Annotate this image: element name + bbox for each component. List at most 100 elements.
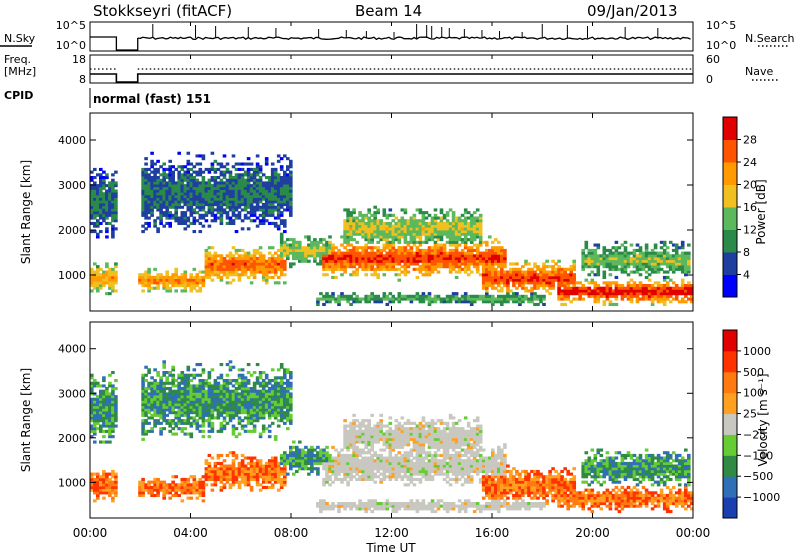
heatmap-cell	[96, 221, 100, 225]
heatmap-cell	[249, 194, 254, 198]
heatmap-cell	[292, 238, 296, 242]
heatmap-cell	[677, 267, 682, 271]
heatmap-cell	[358, 297, 362, 301]
heatmap-cell	[183, 197, 188, 201]
heatmap-cell	[231, 176, 236, 180]
heatmap-cell	[656, 251, 661, 255]
heatmap-cell	[382, 227, 387, 231]
heatmap-cell	[690, 294, 694, 298]
heatmap-cell	[99, 205, 103, 209]
heatmap-cell	[267, 270, 272, 274]
heatmap-cell	[243, 162, 248, 166]
heatmap-cell	[412, 227, 417, 231]
heatmap-cell	[237, 475, 242, 479]
heatmap-cell	[186, 419, 191, 423]
heatmap-cell	[186, 159, 191, 163]
heatmap-cell	[96, 384, 100, 388]
heatmap-cell	[246, 381, 251, 385]
heatmap-cell	[192, 400, 197, 404]
heatmap-cell	[361, 262, 365, 266]
heatmap-cell	[141, 178, 145, 182]
heatmap-cell	[105, 208, 109, 212]
heatmap-cell	[99, 184, 103, 188]
heatmap-cell	[240, 419, 245, 423]
heatmap-cell	[246, 419, 251, 423]
heatmap-cell	[587, 262, 592, 266]
heatmap-cell	[590, 251, 595, 255]
heatmap-cell	[255, 224, 260, 228]
heatmap-cell	[228, 397, 233, 401]
heatmap-cell	[524, 262, 528, 266]
heatmap-cell	[279, 213, 284, 217]
heatmap-cell	[213, 400, 218, 404]
heatmap-cell	[246, 480, 251, 484]
heatmap-cell	[346, 259, 350, 263]
heatmap-cell	[503, 265, 507, 269]
heatmap-cell	[515, 281, 519, 285]
heatmap-cell	[144, 270, 148, 274]
heatmap-cell	[96, 427, 100, 431]
heatmap-cell	[186, 488, 191, 492]
heatmap-cell	[192, 275, 197, 279]
heatmap-cell	[183, 373, 188, 377]
heatmap-cell	[252, 427, 257, 431]
heatmap-cell	[593, 284, 598, 288]
heatmap-cell	[421, 230, 426, 234]
heatmap-cell	[177, 221, 181, 225]
heatmap-cell	[469, 262, 474, 266]
heatmap-cell	[228, 216, 233, 220]
heatmap-cell	[93, 403, 97, 407]
heatmap-cell	[159, 381, 163, 385]
heatmap-cell	[228, 485, 233, 489]
heatmap-cell	[388, 297, 393, 301]
heatmap-cell	[213, 208, 218, 212]
heatmap-cell	[186, 278, 191, 282]
heatmap-cell	[189, 178, 194, 182]
heatmap-cell	[593, 251, 598, 255]
heatmap-cell	[518, 275, 522, 279]
heatmap-cell	[198, 480, 203, 484]
heatmap-cell	[500, 275, 504, 279]
heatmap-cell	[279, 257, 284, 261]
heatmap-cell	[228, 189, 233, 193]
heatmap-cell	[572, 281, 576, 285]
heatmap-cell	[114, 192, 118, 196]
heatmap-cell	[192, 278, 197, 282]
heatmap-cell	[96, 472, 100, 476]
heatmap-cell	[400, 251, 405, 255]
heatmap-cell	[162, 192, 166, 196]
heatmap-cell	[421, 300, 426, 304]
heatmap-cell	[93, 270, 97, 274]
heatmap-cell	[596, 243, 601, 247]
heatmap-cell	[659, 289, 664, 293]
heatmap-cell	[231, 403, 236, 407]
heatmap-cell	[400, 221, 405, 225]
heatmap-cell	[659, 246, 664, 250]
heatmap-cell	[421, 262, 426, 266]
heatmap-cell	[563, 294, 567, 298]
heatmap-cell	[159, 421, 163, 425]
heatmap-cell	[231, 205, 236, 209]
heatmap-cell	[234, 403, 239, 407]
heatmap-cell	[261, 270, 266, 274]
heatmap-cell	[653, 257, 658, 261]
heatmap-cell	[102, 275, 106, 279]
heatmap-cell	[358, 213, 362, 217]
heatmap-cell	[605, 292, 610, 296]
heatmap-cell	[481, 294, 486, 298]
heatmap-cell	[331, 297, 335, 301]
heatmap-cell	[671, 259, 676, 263]
noise-left-label: N.Sky	[4, 32, 36, 45]
heatmap-cell	[668, 262, 673, 266]
heatmap-cell	[599, 289, 604, 293]
heatmap-cell	[246, 262, 251, 266]
heatmap-cell	[114, 493, 118, 497]
heatmap-cell	[409, 216, 414, 220]
heatmap-cell	[258, 192, 263, 196]
heatmap-cell	[515, 300, 519, 304]
heatmap-cell	[162, 397, 166, 401]
heatmap-cell	[605, 248, 610, 252]
heatmap-cell	[231, 411, 236, 415]
heatmap-cell	[150, 194, 154, 198]
heatmap-cell	[183, 221, 188, 225]
